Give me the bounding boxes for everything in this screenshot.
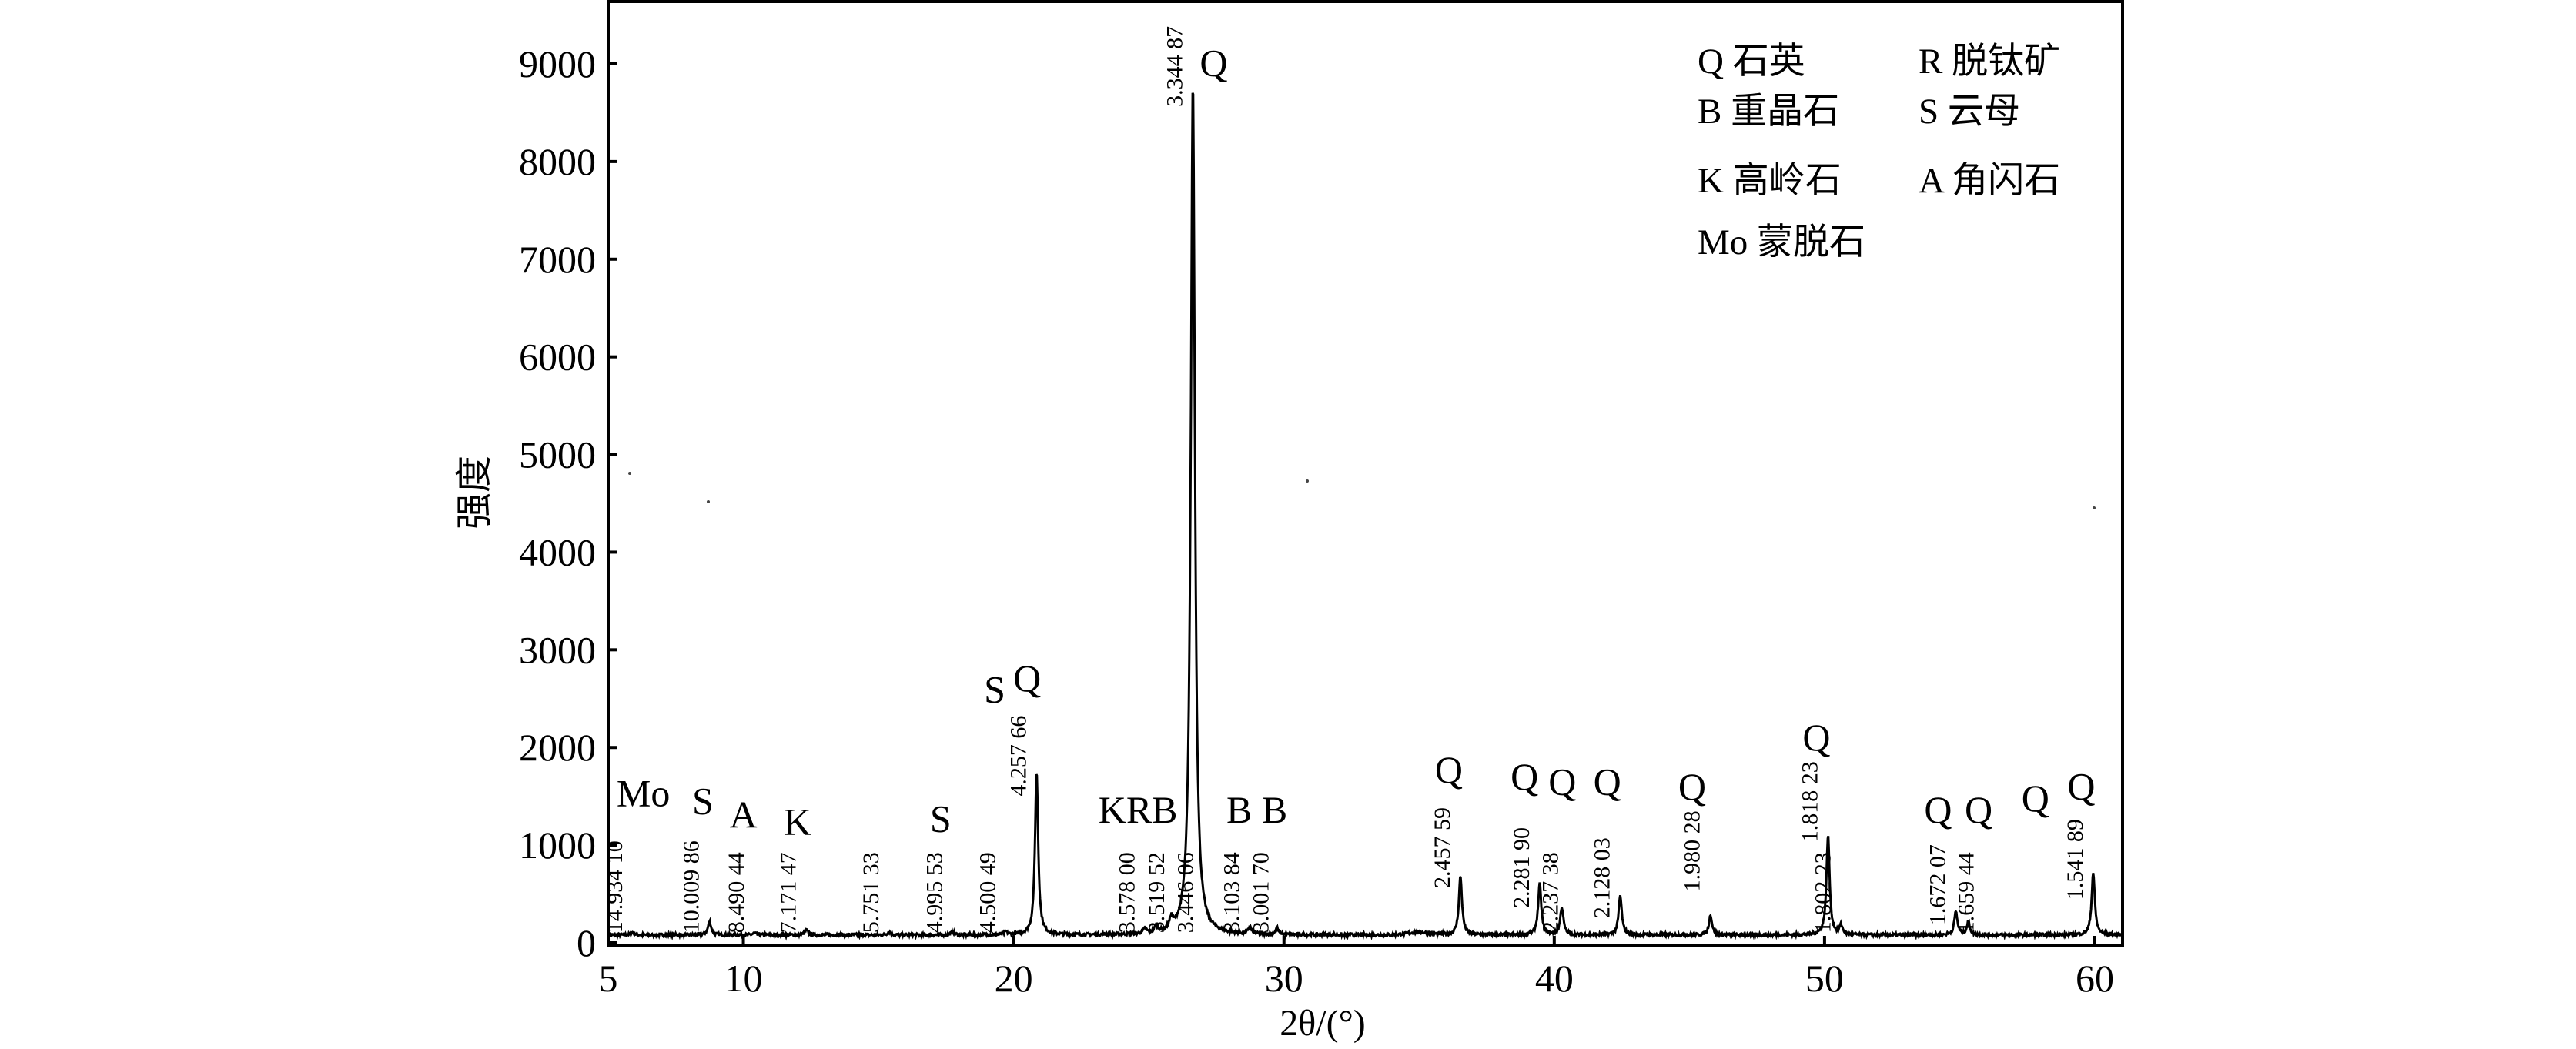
phase-label: KRB [1099,788,1178,831]
phase-label: Q [1802,716,1830,759]
phase-label: K [784,800,811,843]
d-spacing-label: 3.103 84 [1219,852,1244,933]
d-spacing-label: 3.578 00 [1114,852,1139,933]
y-tick-label: 3000 [519,628,596,671]
phase-label: Q [1548,760,1576,803]
legend-entry: S 云母 [1919,92,2020,132]
phase-label: Q [1435,748,1463,791]
speck [628,472,631,475]
phase-label: Q [1924,788,1952,831]
legend-entry: Q 石英 [1698,42,1805,82]
phase-label: S [984,668,1005,711]
y-tick-label: 9000 [519,42,596,85]
d-spacing-label: 7.171 47 [775,852,801,933]
d-spacing-label: 14.934 10 [602,840,627,933]
plot-area: 0 1000 2000 3000 4000 5000 6000 7000 8000 9000 5 10… [519,0,2124,1000]
phase-label: Q [2022,777,2049,820]
d-spacing-label: 4.995 53 [922,852,947,933]
phase-label: Q [1965,788,1992,831]
legend-entry: A 角闪石 [1919,161,2060,201]
phase-label: Q [2067,765,2095,808]
legend-entry: Mo 蒙脱石 [1698,222,1865,262]
y-tick-label: 8000 [519,140,596,183]
x-tick-label: 40 [1535,957,1574,1000]
d-spacing-label: 8.490 44 [724,852,749,933]
d-spacing-label: 10.009 86 [679,840,704,933]
y-tick-label: 5000 [519,433,596,476]
phase-label: B B [1226,788,1287,831]
d-spacing-label: 4.500 49 [975,852,1000,933]
spectrum-line [607,92,2123,941]
phase-label: Q [1678,765,1706,808]
phase-label: Mo [617,772,670,815]
y-tick-label: 0 [577,921,596,964]
d-spacing-label: 2.237 38 [1538,852,1564,933]
d-spacing-label: 3.446 06 [1173,852,1198,933]
x-tick-label: 5 [599,957,618,1000]
d-spacing-label: 4.257 66 [1005,716,1031,797]
d-spacing-label: 1.802 23 [1810,852,1835,933]
d-spacing-label: 1.980 28 [1680,810,1705,891]
d-spacing-label: 5.751 33 [858,852,884,933]
speck [707,500,710,503]
d-spacing-label: 3.344 87 [1162,26,1187,107]
x-tick-label: 20 [995,957,1033,1000]
d-spacing-label: 1.541 89 [2062,819,2088,900]
d-spacing-label: 1.659 44 [1954,852,1979,933]
d-spacing-label: 3.519 52 [1144,852,1169,933]
legend-entry: K 高岭石 [1698,161,1842,201]
x-tick-label: 10 [724,957,763,1000]
d-spacing-label: 3.001 70 [1249,852,1274,933]
y-tick-label: 4000 [519,530,596,573]
x-axis-label: 2θ/(°) [1280,1003,1366,1044]
legend-entry: B 重晶石 [1698,92,1839,132]
d-spacing-label: 2.281 90 [1509,827,1534,908]
phase-label: Q [1013,656,1041,700]
speck [1306,479,1309,483]
y-tick-label: 7000 [519,238,596,281]
phase-label: Q [1594,760,1621,803]
x-tick-label: 30 [1265,957,1303,1000]
y-axis-label: 强度 [454,456,495,530]
y-tick-label: 2000 [519,726,596,769]
d-spacing-label: 2.457 59 [1430,807,1455,888]
speck [2093,506,2096,509]
phase-label: S [692,780,714,823]
y-tick-label: 6000 [519,336,596,379]
phase-label: Q [1510,755,1538,798]
d-spacing-label: 2.128 03 [1589,837,1614,918]
y-tick-label: 1000 [519,823,596,867]
x-tick-label: 60 [2076,957,2114,1000]
plot-frame [607,0,2124,947]
legend-entry: R 脱钛矿 [1919,42,2060,82]
phase-label: S [930,797,952,840]
d-spacing-label: 1.672 07 [1925,844,1951,925]
phase-label: A [729,793,757,837]
phase-label: Q [1199,41,1227,84]
d-spacing-label: 1.818 23 [1797,761,1822,842]
x-tick-label: 50 [1805,957,1844,1000]
